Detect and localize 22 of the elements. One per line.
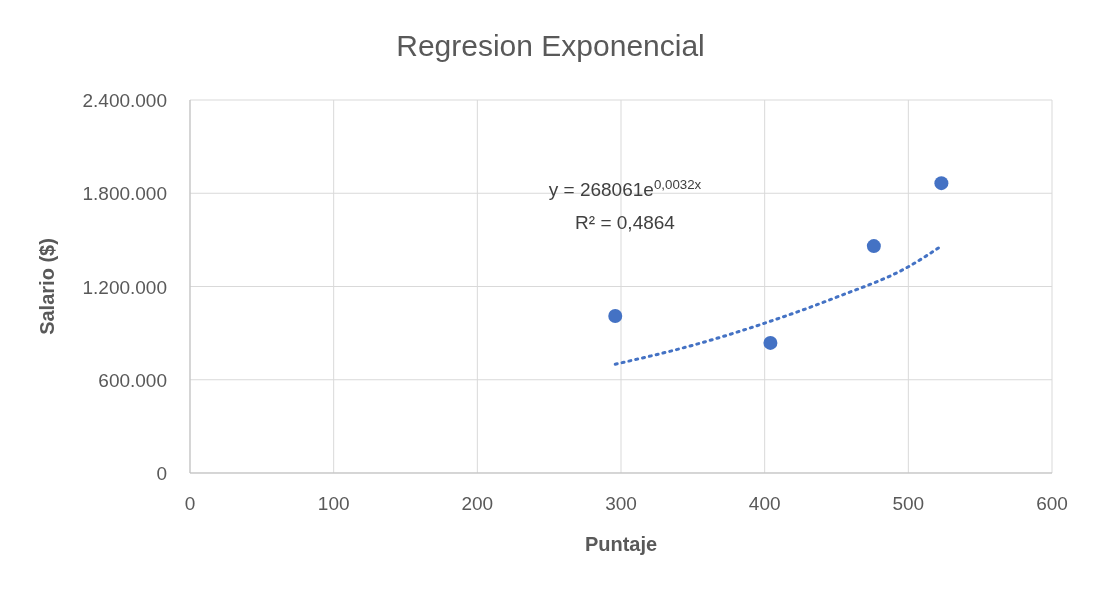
y-tick-label: 1.200.000 [82,276,167,298]
y-tick-label: 600.000 [98,369,167,391]
chart-title: Regresion Exponencial [396,29,705,62]
x-axis-title: Puntaje [584,533,658,555]
point [866,239,881,254]
y-axis-title: Salario ($) [36,238,58,335]
x-tick-label: 500 [892,493,925,514]
annotation: R² = 0,4864 [575,212,676,233]
x-tick-label: 400 [748,493,781,514]
x-tick-label: 300 [605,493,637,514]
y-tick-label: 0 [156,463,167,484]
line-series [613,244,943,366]
y-tick-label: 2.400.000 [82,90,167,111]
x-tick-label: 600 [1036,493,1068,514]
x-tick-label: 200 [461,493,494,514]
y-tick-label: 1.800.000 [82,183,167,205]
point [934,176,949,191]
x-tick-label: 100 [317,493,350,514]
x-tick-label: 0 [184,493,196,514]
annotation: y = 268061e$^{0,0032x}$ [548,176,702,200]
point [763,335,778,350]
point [608,309,623,324]
